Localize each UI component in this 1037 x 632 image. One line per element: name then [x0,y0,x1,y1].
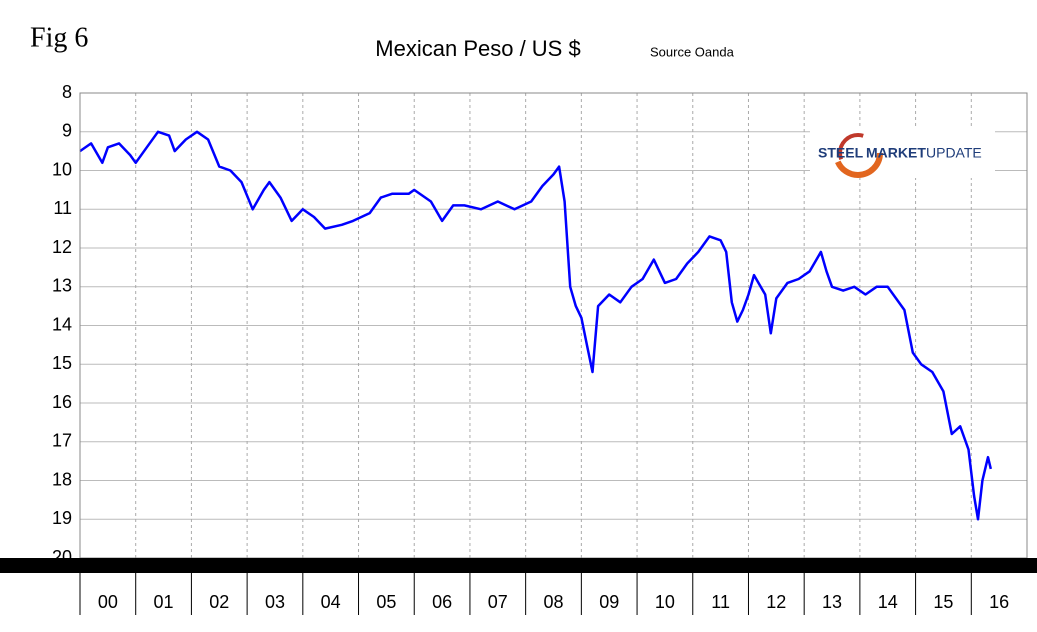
x-tick-label: 00 [98,592,118,612]
line-series [79,130,993,521]
x-tick-label: 10 [655,592,675,612]
fig-label: Fig 6 [30,22,88,53]
x-tick-label: 06 [432,592,452,612]
y-tick-label: 14 [52,314,72,334]
x-tick-label: 03 [265,592,285,612]
y-tick-label: 15 [52,353,72,373]
logo-text: MARKET [866,145,926,161]
x-tick-label: 13 [822,592,842,612]
x-tick-label: 11 [711,592,730,612]
y-tick-label: 16 [52,392,72,412]
x-tick-label: 01 [154,592,174,612]
y-tick-label: 19 [52,508,72,528]
y-tick-label: 12 [52,237,72,257]
x-tick-label: 12 [766,592,786,612]
logo-swoosh [838,133,878,173]
x-tick-label: 15 [933,592,953,612]
y-tick-label: 9 [62,121,72,141]
y-tick-label: 17 [52,431,72,451]
chart-title: Mexican Peso / US $ [375,36,580,61]
y-tick-label: 13 [52,276,72,296]
y-tick-label: 18 [52,469,72,489]
chart-subtitle: Source Oanda [650,44,735,59]
x-tick-label: 05 [376,592,396,612]
logo-text: STEEL [818,145,864,161]
x-tick-label: 04 [321,592,341,612]
x-tick-label: 07 [488,592,508,612]
x-tick-label: 14 [878,592,898,612]
x-tick-label: 16 [989,592,1009,612]
logo-text: UPDATE [926,145,982,161]
x-tick-label: 09 [599,592,619,612]
x-tick-label: 02 [209,592,229,612]
y-tick-label: 11 [53,198,72,218]
y-tick-label: 10 [52,159,72,179]
y-tick-label: 8 [62,82,72,102]
axis-bar [0,558,1037,573]
x-tick-label: 08 [543,592,563,612]
logo-swoosh [833,128,883,178]
